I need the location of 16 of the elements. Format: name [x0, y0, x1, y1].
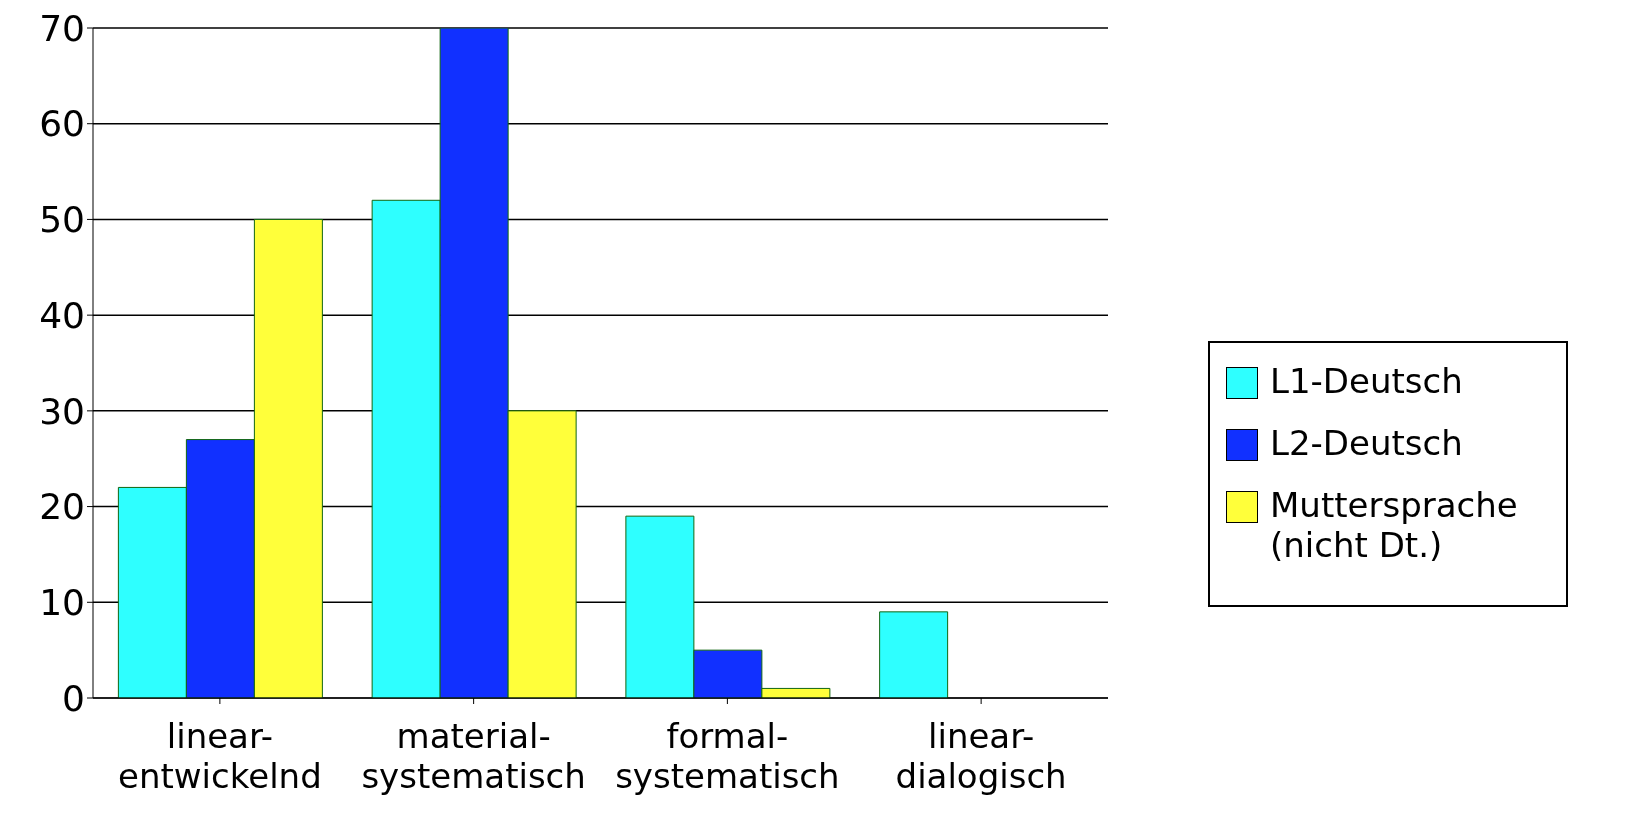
legend-label: Muttersprache (nicht Dt.): [1270, 485, 1519, 565]
y-tick-label: 20: [39, 486, 85, 528]
y-tick-label: 50: [39, 199, 85, 241]
y-tick-label: 0: [62, 677, 85, 719]
x-tick-label: formal-systematisch: [615, 716, 840, 796]
y-tick-label: 40: [39, 294, 85, 336]
bar: [879, 611, 949, 698]
legend-label: L2-Deutsch: [1270, 423, 1464, 463]
x-tick-label: material-systematisch: [361, 716, 586, 796]
y-tick-label: 70: [39, 7, 85, 49]
x-tick-label: linear-entwickelnd: [118, 716, 322, 796]
x-tick-label: linear-dialogisch: [895, 716, 1067, 796]
legend-label: L1-Deutsch: [1270, 361, 1464, 401]
y-tick-label: 10: [39, 582, 85, 624]
y-tick-label: 30: [39, 390, 85, 432]
y-tick-label: 60: [39, 103, 85, 145]
